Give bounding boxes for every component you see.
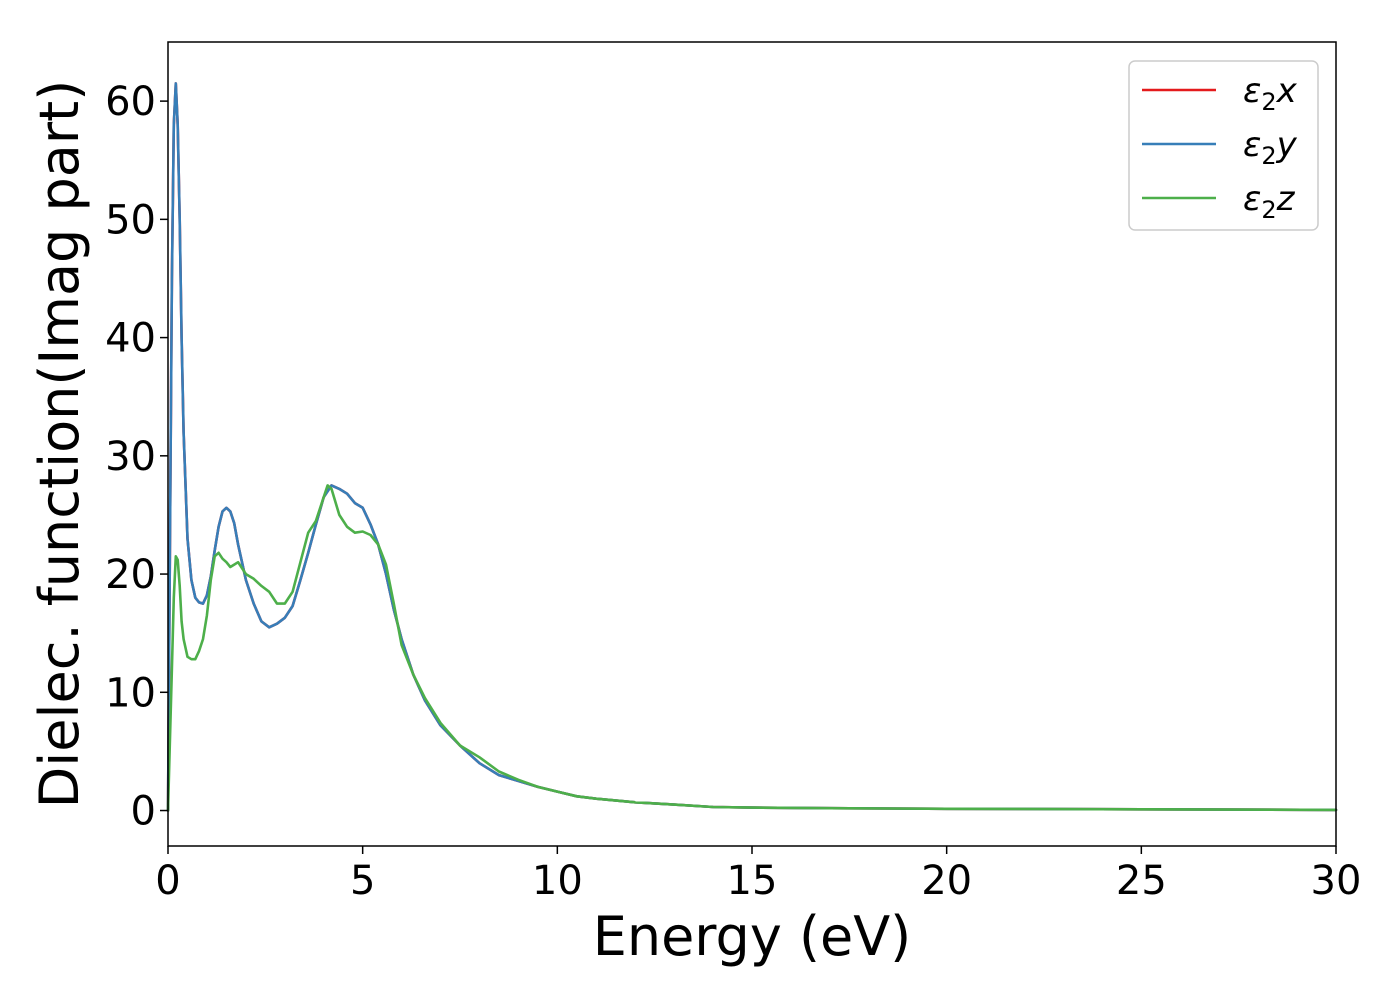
series-line-z xyxy=(166,484,1338,812)
x-axis-label: Energy (eV) xyxy=(593,905,912,968)
x-tick-label: 30 xyxy=(1311,858,1362,904)
x-tick-label: 10 xyxy=(532,858,583,904)
y-tick-label: 60 xyxy=(105,79,156,125)
legend-entries: ε2x ε2y ε2z xyxy=(1142,71,1298,224)
legend-entry-x: ε2x xyxy=(1142,71,1298,116)
y-tick-label: 40 xyxy=(105,316,156,362)
legend: ε2x ε2y ε2z xyxy=(1128,60,1319,231)
x-tick-label: 0 xyxy=(155,858,180,904)
y-tick-label: 20 xyxy=(105,552,156,598)
y-tick-label: 30 xyxy=(105,434,156,480)
x-tick-label: 5 xyxy=(350,858,375,904)
legend-entry-z: ε2z xyxy=(1142,179,1296,224)
y-tick-label: 10 xyxy=(105,670,156,716)
legend-label: ε2z xyxy=(1243,179,1296,224)
series-layer xyxy=(166,82,1338,812)
x-axis-ticks: 0 5 10 15 20 25 30 xyxy=(155,846,1361,904)
y-tick-label: 50 xyxy=(105,197,156,243)
legend-label: ε2y xyxy=(1243,125,1298,170)
y-tick-label: 0 xyxy=(131,789,156,835)
x-tick-label: 25 xyxy=(1116,858,1167,904)
legend-box xyxy=(1128,60,1319,231)
legend-entry-y: ε2y xyxy=(1142,125,1298,170)
x-tick-label: 20 xyxy=(921,858,972,904)
y-axis-ticks: 0 10 20 30 40 50 60 xyxy=(105,79,168,835)
legend-label: ε2x xyxy=(1243,71,1298,116)
x-tick-label: 15 xyxy=(727,858,778,904)
y-axis-label: Dielec. function(Imag part) xyxy=(28,80,91,809)
